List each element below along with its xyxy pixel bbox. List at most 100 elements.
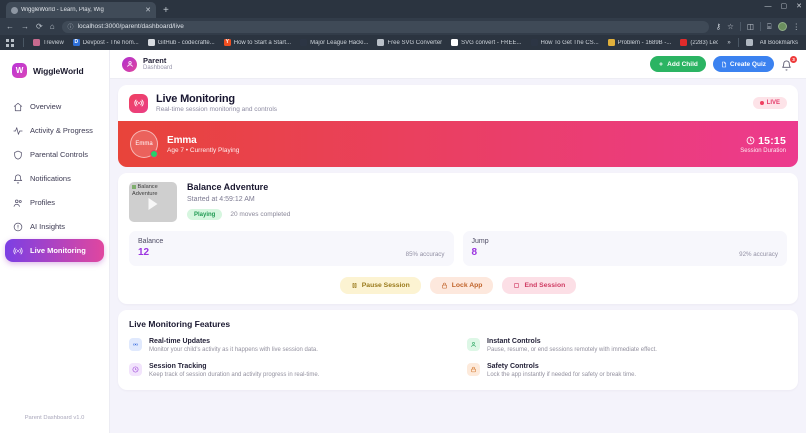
bookmark-label: GitHub - codecrafte... — [157, 39, 215, 46]
end-session-button[interactable]: End Session — [502, 277, 577, 294]
child-avatar: Emma — [130, 130, 158, 158]
bookmark-item[interactable]: GitHub - codecrafte... — [147, 39, 215, 46]
activity-thumbnail[interactable]: Balance Adventure — [129, 182, 177, 222]
users-icon — [13, 199, 22, 207]
stat-name: Balance — [138, 238, 164, 245]
sidebar-item-label: Profiles — [30, 198, 56, 207]
profile-avatar[interactable] — [777, 22, 787, 31]
brand[interactable]: W WiggleWorld — [0, 50, 109, 78]
bookmarks-overflow-button[interactable]: » — [727, 39, 731, 46]
add-child-button[interactable]: Add Child — [650, 56, 706, 72]
home-icon[interactable]: ⌂ — [49, 21, 55, 31]
sidebar-item-activity-progress[interactable]: Activity & Progress — [5, 119, 104, 142]
broadcast-icon — [129, 93, 148, 113]
live-dot-icon — [759, 101, 764, 105]
play-icon[interactable] — [148, 198, 158, 211]
extensions-icon[interactable]: ⌸ — [767, 21, 772, 31]
star-icon[interactable]: ☆ — [727, 22, 734, 31]
browser-tab-strip: WiggleWorld - Learn, Play, Wig ✕ + — ▢ ✕ — [0, 0, 806, 18]
topbar-actions: Add Child Create Quiz 3 — [650, 55, 797, 72]
forward-icon[interactable]: → — [21, 21, 29, 31]
sidebar-item-live-monitoring[interactable]: Live Monitoring — [5, 239, 104, 262]
apps-grid-icon[interactable] — [6, 38, 14, 47]
bookmark-item[interactable]: (2283) Lecture 04 |... — [680, 39, 718, 46]
stat-accuracy: 92% accuracy — [739, 251, 778, 258]
sidebar-item-parental-controls[interactable]: Parental Controls — [5, 143, 104, 166]
close-window-icon[interactable]: ✕ — [796, 3, 802, 10]
maximize-icon[interactable]: ▢ — [780, 3, 788, 10]
app-root: W WiggleWorld Overview Activity & Progres… — [0, 50, 806, 433]
notifications-button[interactable]: 3 — [781, 55, 797, 71]
features-grid: Real-time Updates Monitor your child's ac… — [129, 338, 787, 380]
activity-started-time: Started at 4:59:12 AM — [187, 196, 255, 203]
bookmark-item[interactable]: SVG convert - FREE... — [451, 39, 522, 46]
bookmark-item[interactable]: Treview — [33, 39, 64, 46]
stat-card: Jump 8 92% accuracy — [462, 231, 787, 266]
bookmark-list: Treview D Devpost - The hom... GitHub - cod… — [33, 39, 718, 46]
browser-toolbar: ← → ⟳ ⌂ ⓘ localhost:3000/parent/dashboar… — [0, 18, 806, 35]
bookmark-item[interactable]: Problem - 1689B -... — [607, 39, 671, 46]
activity-panel: Balance Adventure Balance Adventure Star… — [118, 173, 798, 304]
bookmark-item[interactable]: Y How to Start a Start... — [223, 39, 291, 46]
menu-icon[interactable]: ⋮ — [792, 22, 801, 31]
bookmark-item[interactable]: How To Get The CS... — [530, 39, 599, 46]
live-badge-label: LIVE — [766, 100, 780, 106]
all-bookmarks-label[interactable]: All Bookmarks — [759, 39, 798, 46]
brand-logo: W — [12, 63, 27, 78]
minimize-icon[interactable]: — — [764, 2, 772, 10]
stat-card: Balance 12 85% accuracy — [129, 231, 454, 266]
bookmark-favicon — [530, 39, 538, 46]
divider — [23, 38, 24, 47]
site-info-icon[interactable]: ⓘ — [67, 25, 74, 31]
key-icon[interactable]: ⚷ — [715, 22, 722, 31]
feature-item: Safety Controls Lock the app instantly if… — [467, 362, 787, 380]
control-label: Lock App — [451, 282, 483, 289]
bookmark-favicon — [377, 39, 385, 46]
activity-status-badge: Playing — [187, 209, 223, 220]
feature-title: Session Tracking — [149, 362, 207, 370]
sidebar-item-profiles[interactable]: Profiles — [5, 191, 104, 214]
toolbar-actions: ⚷ ☆ ◫ ⌸ ⋮ — [716, 22, 800, 32]
pause-session-button[interactable]: Pause Session — [339, 277, 421, 294]
control-label: Pause Session — [361, 282, 410, 289]
user-subtitle: Dashboard — [143, 64, 173, 71]
sidebar-item-label: Notifications — [30, 174, 71, 183]
bookmark-item[interactable]: D Devpost - The hom... — [72, 39, 139, 46]
lock-app-button[interactable]: Lock App — [429, 277, 494, 294]
child-name: Emma — [167, 134, 197, 146]
add-child-label: Add Child — [667, 60, 698, 68]
create-quiz-button[interactable]: Create Quiz — [712, 56, 774, 72]
bookmark-item[interactable]: Free SVG Converter — [377, 39, 442, 46]
user-name: Parent — [143, 55, 167, 65]
sidebar-item-overview[interactable]: Overview — [5, 95, 104, 118]
page-title: Live Monitoring — [156, 93, 235, 105]
reload-icon[interactable]: ⟳ — [36, 21, 43, 31]
browser-tab[interactable]: WiggleWorld - Learn, Play, Wig ✕ — [6, 2, 156, 18]
sidebar-item-notifications[interactable]: Notifications — [5, 167, 104, 190]
sidebar-item-label: Live Monitoring — [30, 246, 86, 255]
tab-title: WiggleWorld - Learn, Play, Wig — [21, 7, 104, 13]
broadcast-icon — [129, 338, 142, 351]
close-icon[interactable]: ✕ — [145, 6, 151, 14]
address-bar[interactable]: ⓘ localhost:3000/parent/dashboard/live — [61, 20, 709, 33]
home-icon — [13, 102, 23, 111]
feature-description: Monitor your child's activity as it happ… — [149, 347, 318, 353]
new-tab-button[interactable]: + — [163, 5, 169, 16]
feature-description: Keep track of session duration and activ… — [149, 371, 320, 378]
feature-title: Real-time Updates — [149, 338, 211, 345]
bookmarks-overflow-area: » All Bookmarks — [727, 38, 800, 47]
bell-icon — [13, 173, 23, 184]
split-screen-icon[interactable]: ◫ — [746, 22, 754, 31]
create-quiz-label: Create Quiz — [729, 60, 766, 68]
bookmark-label: Free SVG Converter — [387, 39, 443, 46]
control-label: End Session — [524, 282, 566, 289]
document-icon — [722, 61, 726, 67]
back-icon[interactable]: ← — [6, 21, 14, 31]
feature-item: Real-time Updates Monitor your child's ac… — [129, 338, 449, 355]
bookmark-item[interactable]: Major League Hacki... — [300, 39, 368, 46]
user-chip[interactable]: Parent Dashboard — [122, 56, 172, 72]
bookmark-favicon — [451, 39, 459, 46]
sidebar-item-ai-insights[interactable]: AI Insights — [5, 215, 104, 238]
divider — [737, 38, 739, 47]
sidebar-footer: Parent Dashboard v1.0 — [24, 415, 85, 421]
